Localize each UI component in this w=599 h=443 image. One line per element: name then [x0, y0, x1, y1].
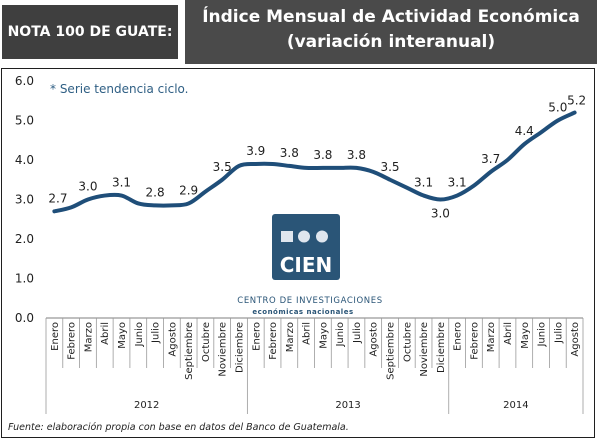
- data-label: 4.4: [515, 124, 534, 138]
- x-tick-label: Febrero: [67, 322, 78, 360]
- data-label: 3.9: [246, 144, 265, 158]
- x-tick-label: Agosto: [570, 322, 581, 357]
- data-label: 5.0: [548, 101, 567, 115]
- y-tick-label: 0.0: [15, 311, 34, 325]
- x-tick-label: Agosto: [369, 322, 380, 357]
- x-tick-label: Febrero: [469, 322, 480, 360]
- y-axis-labels: 0.0 1.0 2.0 3.0 4.0 5.0 6.0: [15, 74, 34, 325]
- x-tick-label: Abril: [302, 322, 313, 345]
- chart-frame: [1, 68, 595, 438]
- x-tick-label: Junio: [537, 322, 548, 348]
- x-tick-label: Septiembre: [184, 322, 195, 380]
- chart-title: Índice Mensual de Actividad Económica: [202, 7, 580, 27]
- x-tick-label: Julio: [352, 322, 363, 344]
- x-tick-label: Noviembre: [419, 322, 430, 377]
- x-tick-label: Diciembre: [436, 322, 447, 373]
- year-label: 2014: [503, 400, 528, 411]
- chart-subtitle: (variación interanual): [286, 32, 496, 52]
- data-label: 3.5: [213, 160, 232, 174]
- x-tick-label: Septiembre: [386, 322, 397, 380]
- x-tick-label: Octubre: [201, 322, 212, 362]
- year-labels: 2012 2013 2014: [134, 400, 529, 411]
- x-tick-label: Diciembre: [234, 322, 245, 373]
- x-tick-label: Abril: [100, 322, 111, 345]
- y-tick-label: 6.0: [15, 74, 34, 88]
- y-tick-label: 5.0: [15, 114, 34, 128]
- data-label: 2.9: [179, 183, 198, 197]
- x-tick-label: Abril: [503, 322, 514, 345]
- x-tick-label: Marzo: [83, 322, 94, 352]
- data-label: 3.8: [280, 146, 299, 160]
- x-tick-label: Febrero: [268, 322, 279, 360]
- data-label: 3.1: [112, 176, 131, 190]
- data-label: 3.5: [380, 160, 399, 174]
- data-label: 5.2: [567, 94, 586, 108]
- x-tick-label: Noviembre: [218, 322, 229, 377]
- logo-square-1: [281, 231, 293, 242]
- data-label: 3.1: [448, 176, 467, 190]
- x-tick-label: Agosto: [167, 322, 178, 357]
- x-tick-label: Enero: [50, 322, 61, 351]
- y-tick-label: 4.0: [15, 153, 34, 167]
- cien-logo-box: [272, 214, 340, 280]
- badge-text: NOTA 100 DE GUATE:: [7, 24, 173, 40]
- year-label: 2012: [134, 400, 159, 411]
- series-line: [52, 110, 577, 214]
- logo-mark: CIEN: [280, 253, 333, 277]
- logo-circle-2: [316, 230, 328, 243]
- source-note: Fuente: elaboración propia con base en d…: [8, 422, 349, 433]
- x-axis-labels: Enero Febrero Marzo Abril Mayo Junio Julio Agos…: [50, 322, 581, 380]
- data-label: 2.7: [48, 191, 67, 205]
- data-label: 2.8: [146, 185, 165, 199]
- y-tick-label: 1.0: [15, 272, 34, 286]
- chart-axes: [45, 317, 584, 414]
- x-tick-label: Enero: [453, 322, 464, 351]
- x-tick-label: Mayo: [117, 322, 128, 349]
- data-label: 3.0: [431, 207, 450, 221]
- chart-header: Índice Mensual de Actividad Económica (v…: [185, 0, 597, 64]
- x-tick-label: Marzo: [486, 322, 497, 352]
- x-tick-label: Julio: [151, 322, 162, 344]
- year-label: 2013: [335, 400, 360, 411]
- x-tick-label: Julio: [553, 322, 564, 344]
- data-label: 3.1: [414, 176, 433, 190]
- x-tick-label: Junio: [335, 322, 346, 348]
- x-tick-label: Mayo: [520, 322, 531, 349]
- logo-circle-1: [298, 230, 310, 243]
- data-label: 3.8: [313, 148, 332, 162]
- y-tick-label: 3.0: [15, 193, 34, 207]
- data-labels: 2.7 3.0 3.1 2.8 2.9 3.5 3.9 3.8 3.8 3.8 3.5 3.1 3.0 3…: [48, 94, 586, 221]
- data-label: 3.8: [347, 148, 366, 162]
- x-tick-label: Enero: [251, 322, 262, 351]
- trend-note: * Serie tendencia ciclo.: [50, 82, 189, 96]
- x-tick-label: Octubre: [402, 322, 413, 362]
- x-tick-label: Mayo: [318, 322, 329, 349]
- y-tick-label: 2.0: [15, 232, 34, 246]
- x-tick-label: Marzo: [285, 322, 296, 352]
- data-label: 3.7: [481, 152, 500, 166]
- report-badge: NOTA 100 DE GUATE:: [2, 5, 178, 59]
- data-label: 3.0: [78, 180, 97, 194]
- cien-logo: CIEN CENTRO DE INVESTIGACIONES económica…: [237, 214, 382, 316]
- x-tick-label: Junio: [134, 322, 145, 348]
- logo-line1: CENTRO DE INVESTIGACIONES: [237, 296, 382, 306]
- logo-line2: económicas nacionales: [252, 308, 353, 316]
